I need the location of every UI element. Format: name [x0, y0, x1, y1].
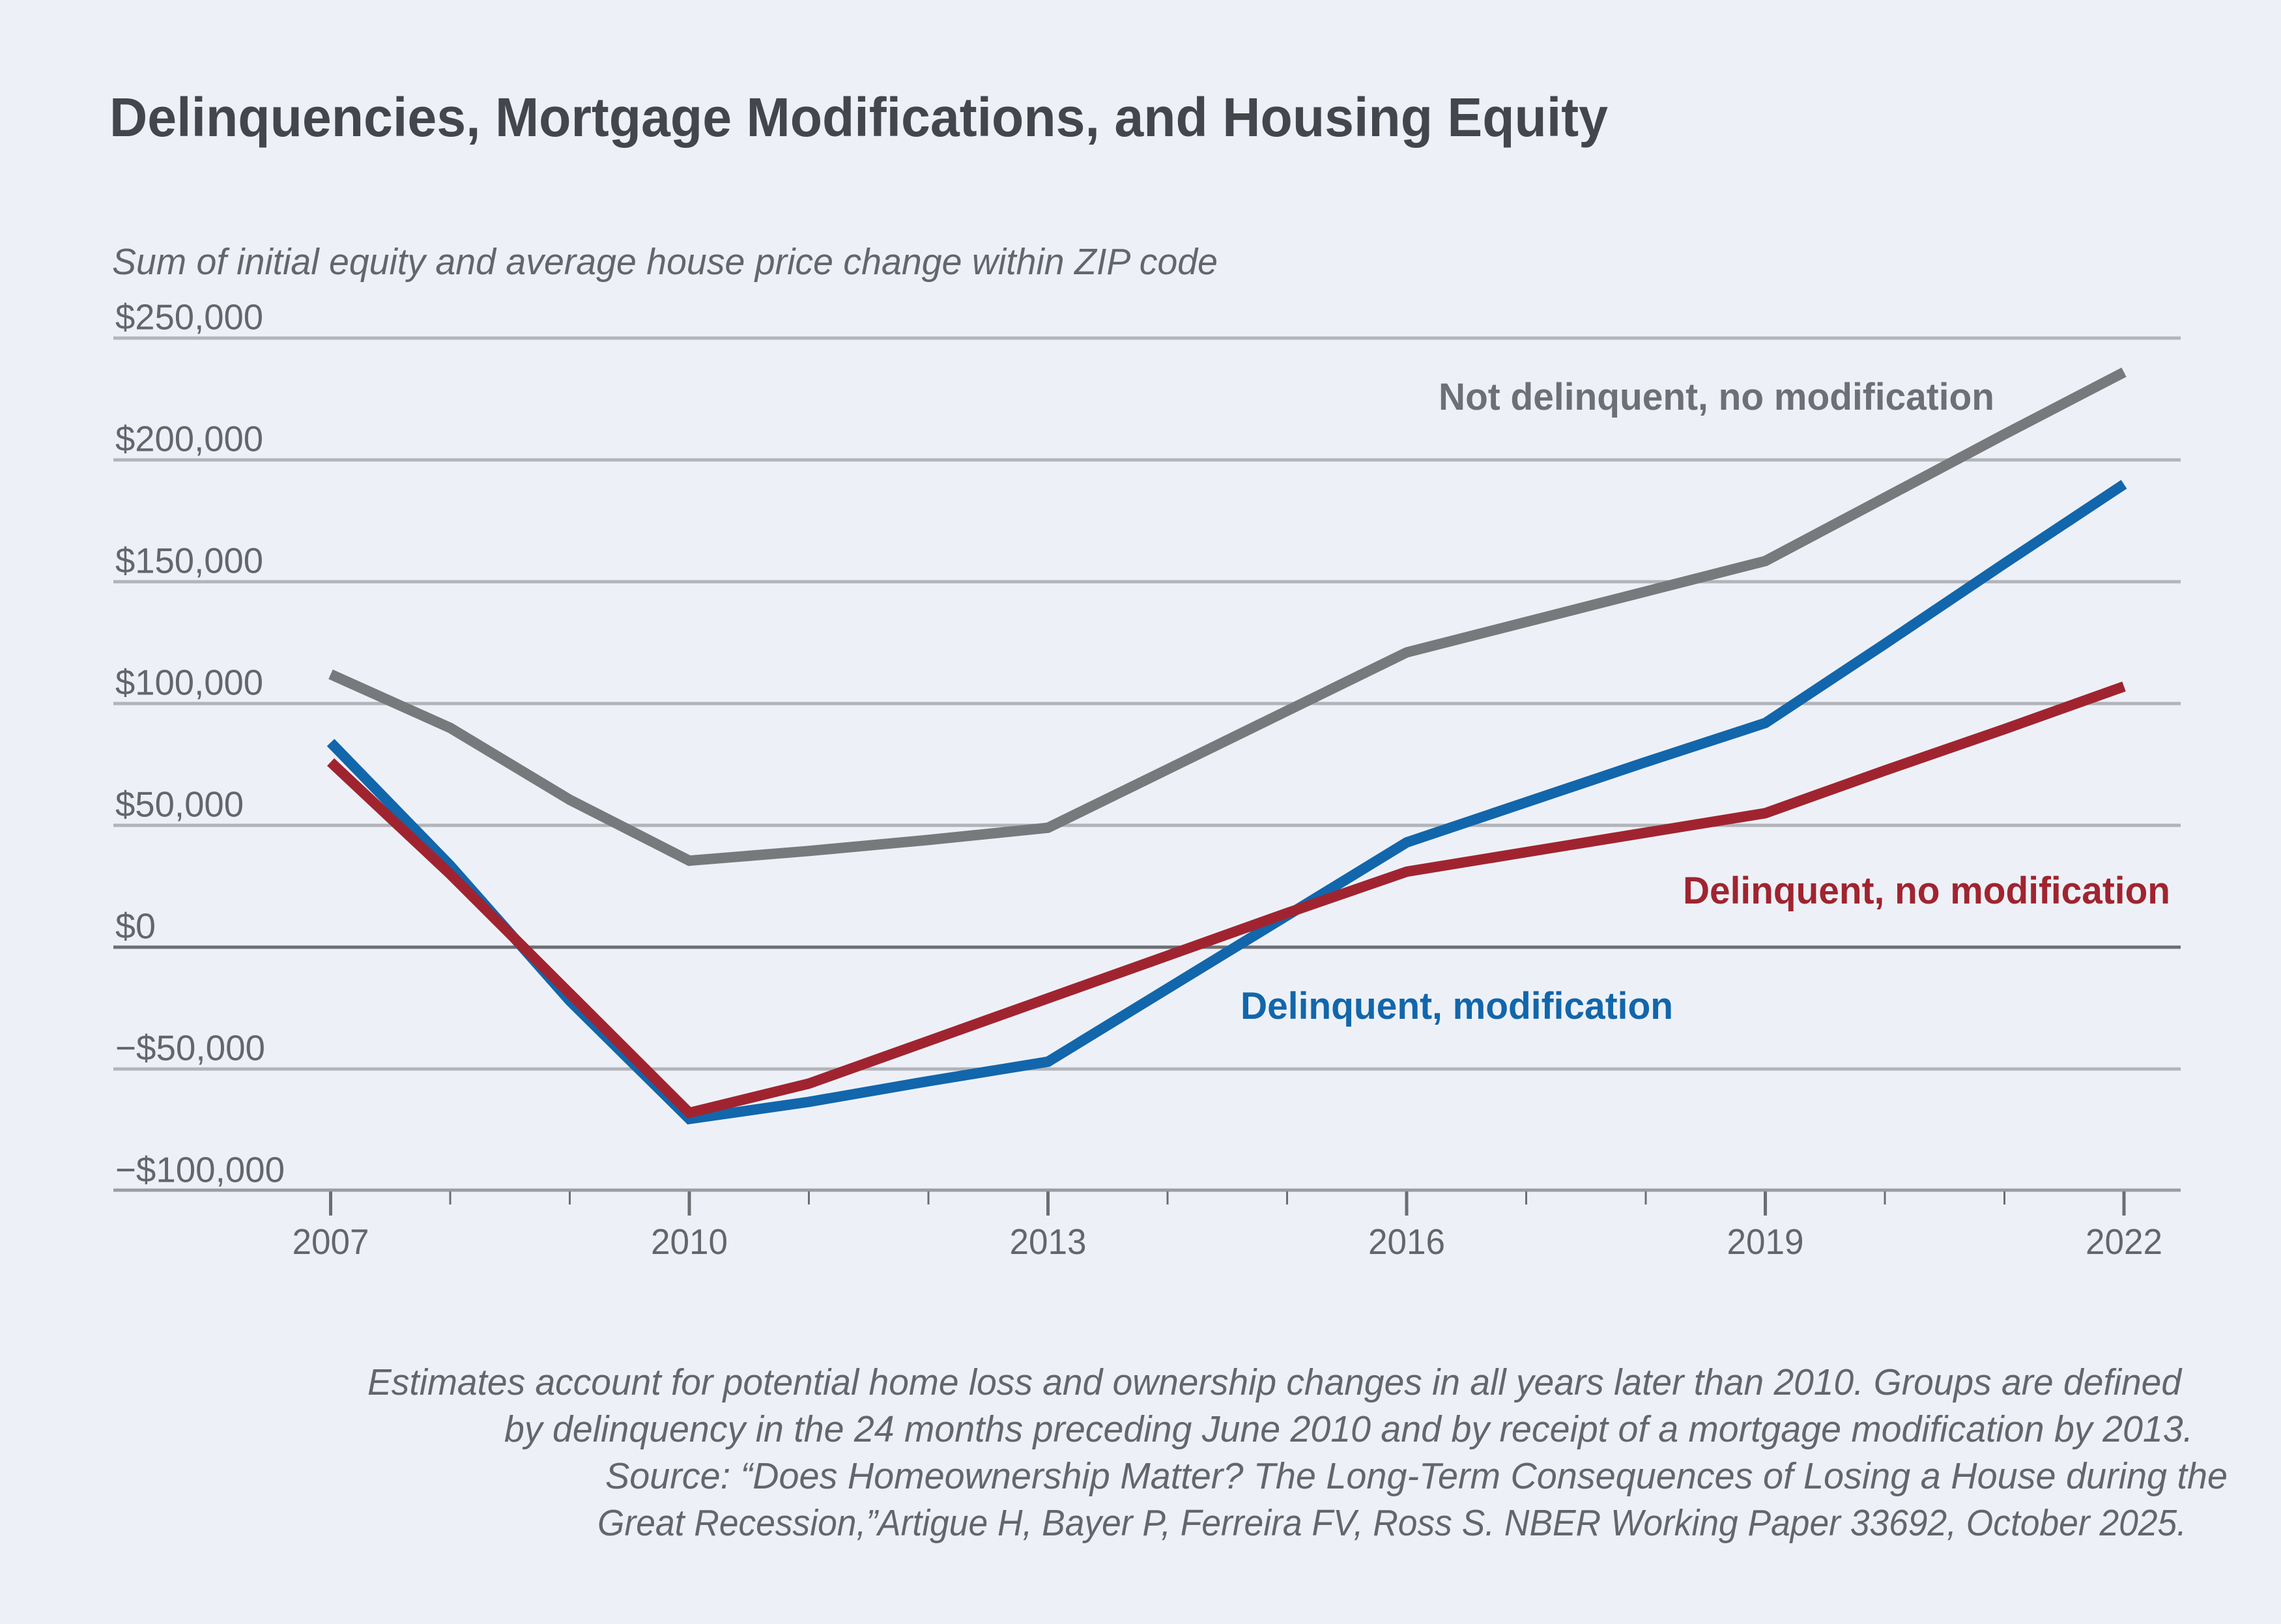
svg-text:Delinquent, modification: Delinquent, modification — [1241, 985, 1673, 1027]
svg-text:2016: 2016 — [1368, 1221, 1445, 1262]
svg-text:Estimates account for potentia: Estimates account for potential home los… — [367, 1361, 2183, 1403]
svg-text:by delinquency in the 24 month: by delinquency in the 24 months precedin… — [504, 1408, 2193, 1450]
svg-text:$0: $0 — [115, 906, 156, 947]
svg-text:$50,000: $50,000 — [115, 784, 244, 825]
svg-text:2007: 2007 — [293, 1221, 369, 1262]
svg-text:2019: 2019 — [1727, 1221, 1804, 1262]
svg-text:−$100,000: −$100,000 — [115, 1150, 285, 1190]
svg-text:Delinquencies, Mortgage Modifi: Delinquencies, Mortgage Modifications, a… — [109, 87, 1608, 148]
svg-text:Delinquent, no modification: Delinquent, no modification — [1683, 870, 2170, 912]
svg-text:$200,000: $200,000 — [115, 419, 263, 459]
svg-text:2013: 2013 — [1010, 1221, 1087, 1262]
svg-text:Source: “Does Homeownership Ma: Source: “Does Homeownership Matter? The … — [605, 1455, 2228, 1497]
svg-text:$150,000: $150,000 — [115, 541, 263, 581]
svg-text:$100,000: $100,000 — [115, 662, 263, 703]
svg-text:Great Recession,”Artigue H, Ba: Great Recession,”Artigue H, Bayer P, Fer… — [597, 1502, 2187, 1544]
svg-text:Sum of initial equity and aver: Sum of initial equity and average house … — [112, 241, 1218, 283]
svg-text:2022: 2022 — [2086, 1221, 2162, 1262]
svg-text:2010: 2010 — [651, 1221, 728, 1262]
svg-text:Not delinquent, no modificatio: Not delinquent, no modification — [1439, 376, 1994, 418]
svg-text:$250,000: $250,000 — [115, 297, 263, 337]
svg-text:−$50,000: −$50,000 — [115, 1028, 265, 1068]
